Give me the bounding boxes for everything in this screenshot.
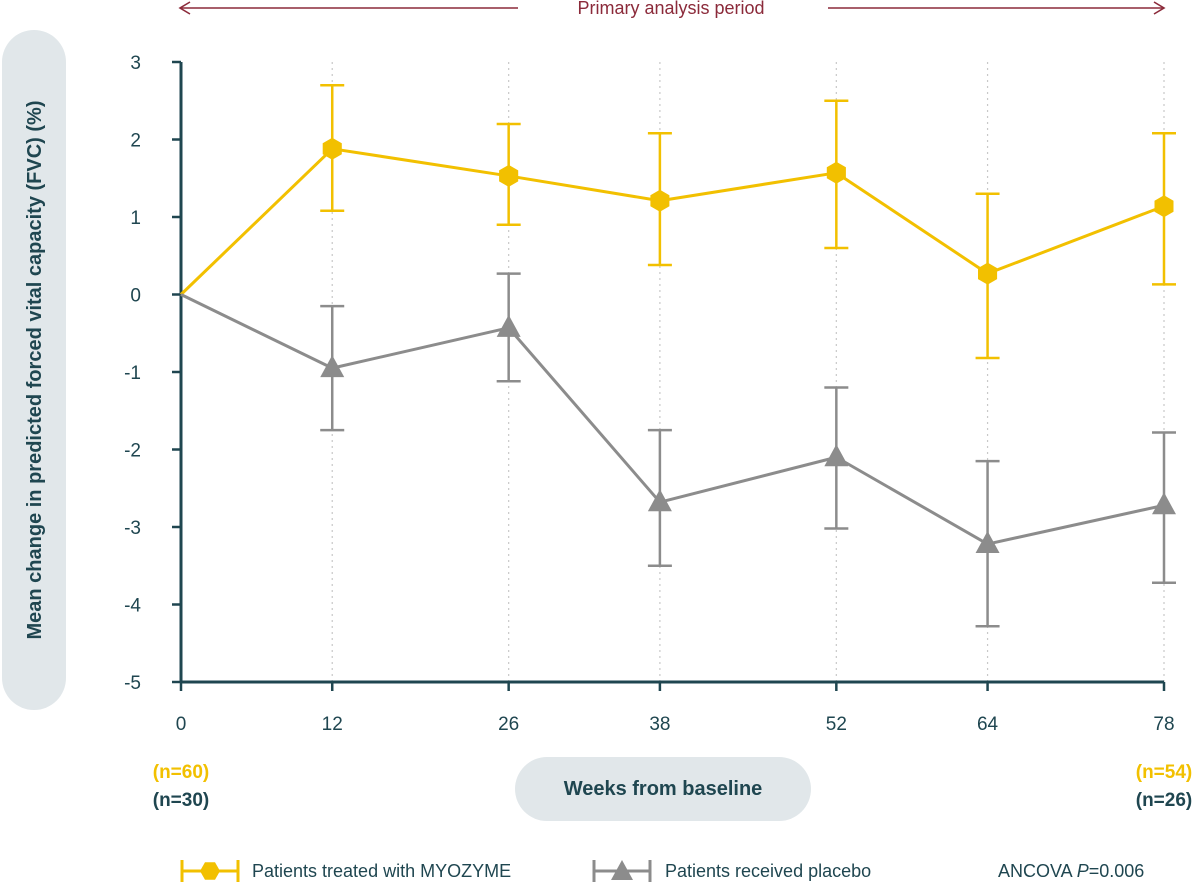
- n-start-placebo: (n=30): [153, 790, 210, 811]
- y-tick-label: -4: [124, 596, 141, 617]
- x-axis-title-text: Weeks from baseline: [564, 778, 763, 800]
- stat-prefix: ANCOVA: [998, 861, 1077, 881]
- data-point-triangle: [647, 489, 672, 512]
- n-end-myozyme: (n=54): [1136, 762, 1193, 783]
- data-point-triangle: [824, 444, 849, 467]
- data-point-triangle: [975, 531, 1000, 554]
- legend-item-placebo: Patients received placebo: [592, 860, 871, 882]
- x-ticks: 0 12 26 38 52 64 78: [176, 682, 1175, 735]
- legend-item-myozyme: Patients treated with MYOZYME: [180, 860, 511, 882]
- series-placebo: [180, 272, 1176, 628]
- period-bracket: Primary analysis period: [178, 0, 1166, 18]
- data-point-hexagon: [1154, 195, 1174, 218]
- series-line: [179, 147, 1165, 296]
- period-arrow-right-icon: [1153, 1, 1166, 15]
- legend-hexagon-icon: [200, 862, 220, 880]
- period-label: Primary analysis period: [577, 0, 764, 18]
- legend-triangle-icon: [611, 860, 633, 880]
- data-point-triangle: [320, 355, 345, 378]
- n-start-myozyme: (n=60): [153, 762, 210, 783]
- x-tick-label: 52: [826, 714, 847, 735]
- series: [179, 84, 1176, 628]
- y-axis-title: Mean change in predicted forced vital ca…: [2, 30, 66, 710]
- y-tick-label: -1: [124, 363, 141, 384]
- stat-annotation: ANCOVA P=0.006: [998, 861, 1144, 881]
- period-arrow-left-icon: [178, 1, 191, 15]
- legend: Patients treated with MYOZYME Patients r…: [180, 860, 1144, 882]
- y-tick-label: 2: [130, 131, 141, 152]
- legend-placebo-label: Patients received placebo: [665, 861, 871, 881]
- data-point-hexagon: [322, 137, 342, 160]
- grid-lines: [331, 62, 1165, 682]
- data-point-triangle: [1152, 492, 1176, 515]
- n-end-placebo: (n=26): [1136, 790, 1193, 811]
- series-myozyme: [179, 84, 1176, 360]
- y-tick-label: -2: [124, 441, 141, 462]
- data-point-hexagon: [499, 164, 519, 187]
- data-point-hexagon: [978, 262, 998, 285]
- x-tick-label: 26: [498, 714, 519, 735]
- stat-value: =0.006: [1089, 861, 1145, 881]
- y-ticks: 3 2 1 0 -1 -2 -3 -4 -5: [124, 53, 181, 694]
- x-tick-label: 0: [176, 714, 187, 735]
- y-tick-label: -5: [124, 673, 141, 694]
- x-axis-title-pill: [515, 757, 811, 821]
- data-point-hexagon: [826, 161, 846, 184]
- x-tick-label: 38: [649, 714, 670, 735]
- series-line: [180, 293, 1165, 546]
- data-point-triangle: [496, 314, 521, 337]
- y-axis-title-pill: [2, 30, 66, 710]
- y-tick-label: -3: [124, 518, 141, 539]
- x-tick-label: 64: [977, 714, 999, 735]
- y-tick-label: 0: [130, 286, 141, 307]
- x-axis-title: Weeks from baseline: [515, 757, 811, 821]
- data-point-hexagon: [650, 189, 670, 212]
- y-tick-label: 3: [130, 53, 141, 74]
- y-axis-title-text: Mean change in predicted forced vital ca…: [24, 100, 46, 639]
- stat-italic: P: [1077, 861, 1089, 881]
- n-counts: (n=60) (n=30) (n=54) (n=26): [153, 762, 1193, 811]
- x-tick-label: 78: [1153, 714, 1174, 735]
- x-tick-label: 12: [322, 714, 343, 735]
- y-tick-label: 1: [130, 208, 141, 229]
- legend-myozyme-label: Patients treated with MYOZYME: [252, 861, 511, 881]
